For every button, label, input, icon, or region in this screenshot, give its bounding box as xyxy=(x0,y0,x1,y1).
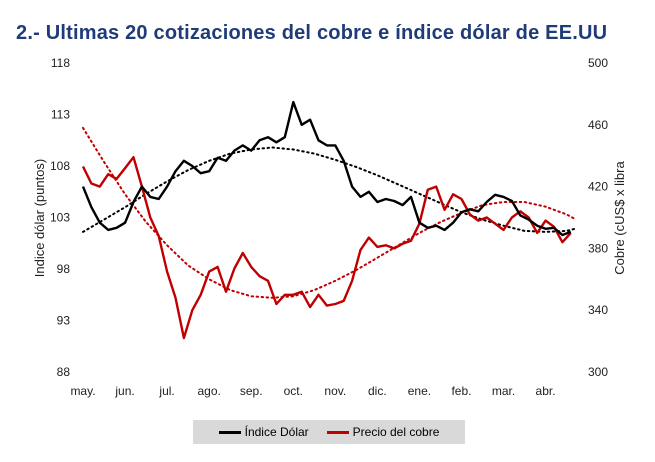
legend-swatch-dollar xyxy=(218,430,241,434)
x-tick-label-0: may. xyxy=(70,384,95,398)
left-tick-label-6: 118 xyxy=(51,56,70,70)
legend-swatch-copper xyxy=(326,430,349,434)
chart-title: 2.- Ultimas 20 cotizaciones del cobre e … xyxy=(16,22,608,44)
left-tick-label-1: 93 xyxy=(57,314,71,328)
x-tick-label-4: sep. xyxy=(240,384,263,398)
x-axis-ticks: may. jun. jul. ago. sep. oct. nov. dic. ene. feb.… xyxy=(70,384,555,398)
x-tick-label-10: mar. xyxy=(492,384,515,398)
left-tick-label-2: 98 xyxy=(57,262,71,276)
legend-label-dollar: Índice Dólar xyxy=(244,425,309,439)
legend-label-copper: Precio del cobre xyxy=(352,425,440,439)
right-axis-title: Cobre (cUS$ x libra xyxy=(612,161,627,275)
right-tick-label-5: 500 xyxy=(588,56,608,70)
right-tick-label-4: 460 xyxy=(588,118,608,132)
trendlines xyxy=(82,126,576,299)
x-tick-label-2: jul. xyxy=(158,384,174,398)
x-tick-label-7: dic. xyxy=(368,384,387,398)
legend: Índice Dólar Precio del cobre xyxy=(193,420,465,444)
x-tick-label-9: feb. xyxy=(451,384,471,398)
x-tick-label-8: ene. xyxy=(408,384,431,398)
right-tick-label-0: 300 xyxy=(588,365,608,379)
x-tick-label-3: ago. xyxy=(197,384,220,398)
x-tick-label-5: oct. xyxy=(284,384,303,398)
left-axis-ticks: 88 93 98 103 108 113 118 xyxy=(50,56,70,379)
x-tick-label-1: jun. xyxy=(114,384,134,398)
left-tick-label-4: 108 xyxy=(50,159,70,173)
legend-item-dollar: Índice Dólar xyxy=(218,425,309,439)
x-tick-label-11: abr. xyxy=(536,384,556,398)
left-axis-title: Indice dólar (puntos) xyxy=(32,159,47,278)
trendline-0 xyxy=(82,146,576,233)
series-line-1 xyxy=(81,155,572,340)
right-tick-label-1: 340 xyxy=(588,303,608,317)
x-tick-label-6: nov. xyxy=(324,384,346,398)
left-tick-label-3: 103 xyxy=(50,211,70,225)
series-lines xyxy=(81,100,572,340)
left-tick-label-5: 113 xyxy=(51,108,70,122)
series-line-0 xyxy=(81,100,572,237)
left-tick-label-0: 88 xyxy=(57,365,71,379)
legend-item-copper: Precio del cobre xyxy=(326,425,440,439)
right-tick-label-3: 420 xyxy=(588,180,608,194)
trendline-1 xyxy=(82,126,576,299)
right-axis-ticks: 300 340 380 420 460 500 xyxy=(588,56,608,379)
right-tick-label-2: 380 xyxy=(588,241,608,255)
